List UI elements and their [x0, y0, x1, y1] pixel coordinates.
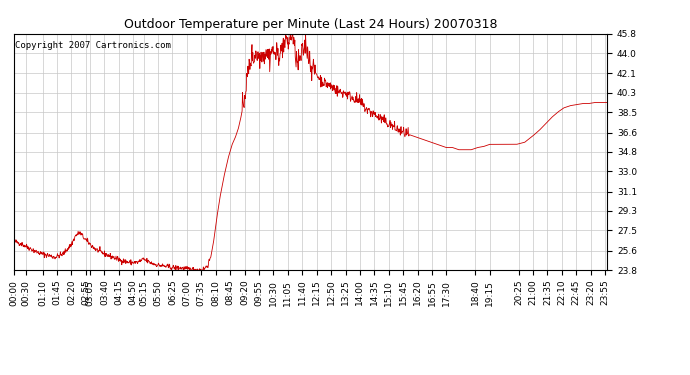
Text: Copyright 2007 Cartronics.com: Copyright 2007 Cartronics.com: [15, 41, 171, 50]
Title: Outdoor Temperature per Minute (Last 24 Hours) 20070318: Outdoor Temperature per Minute (Last 24 …: [124, 18, 497, 31]
